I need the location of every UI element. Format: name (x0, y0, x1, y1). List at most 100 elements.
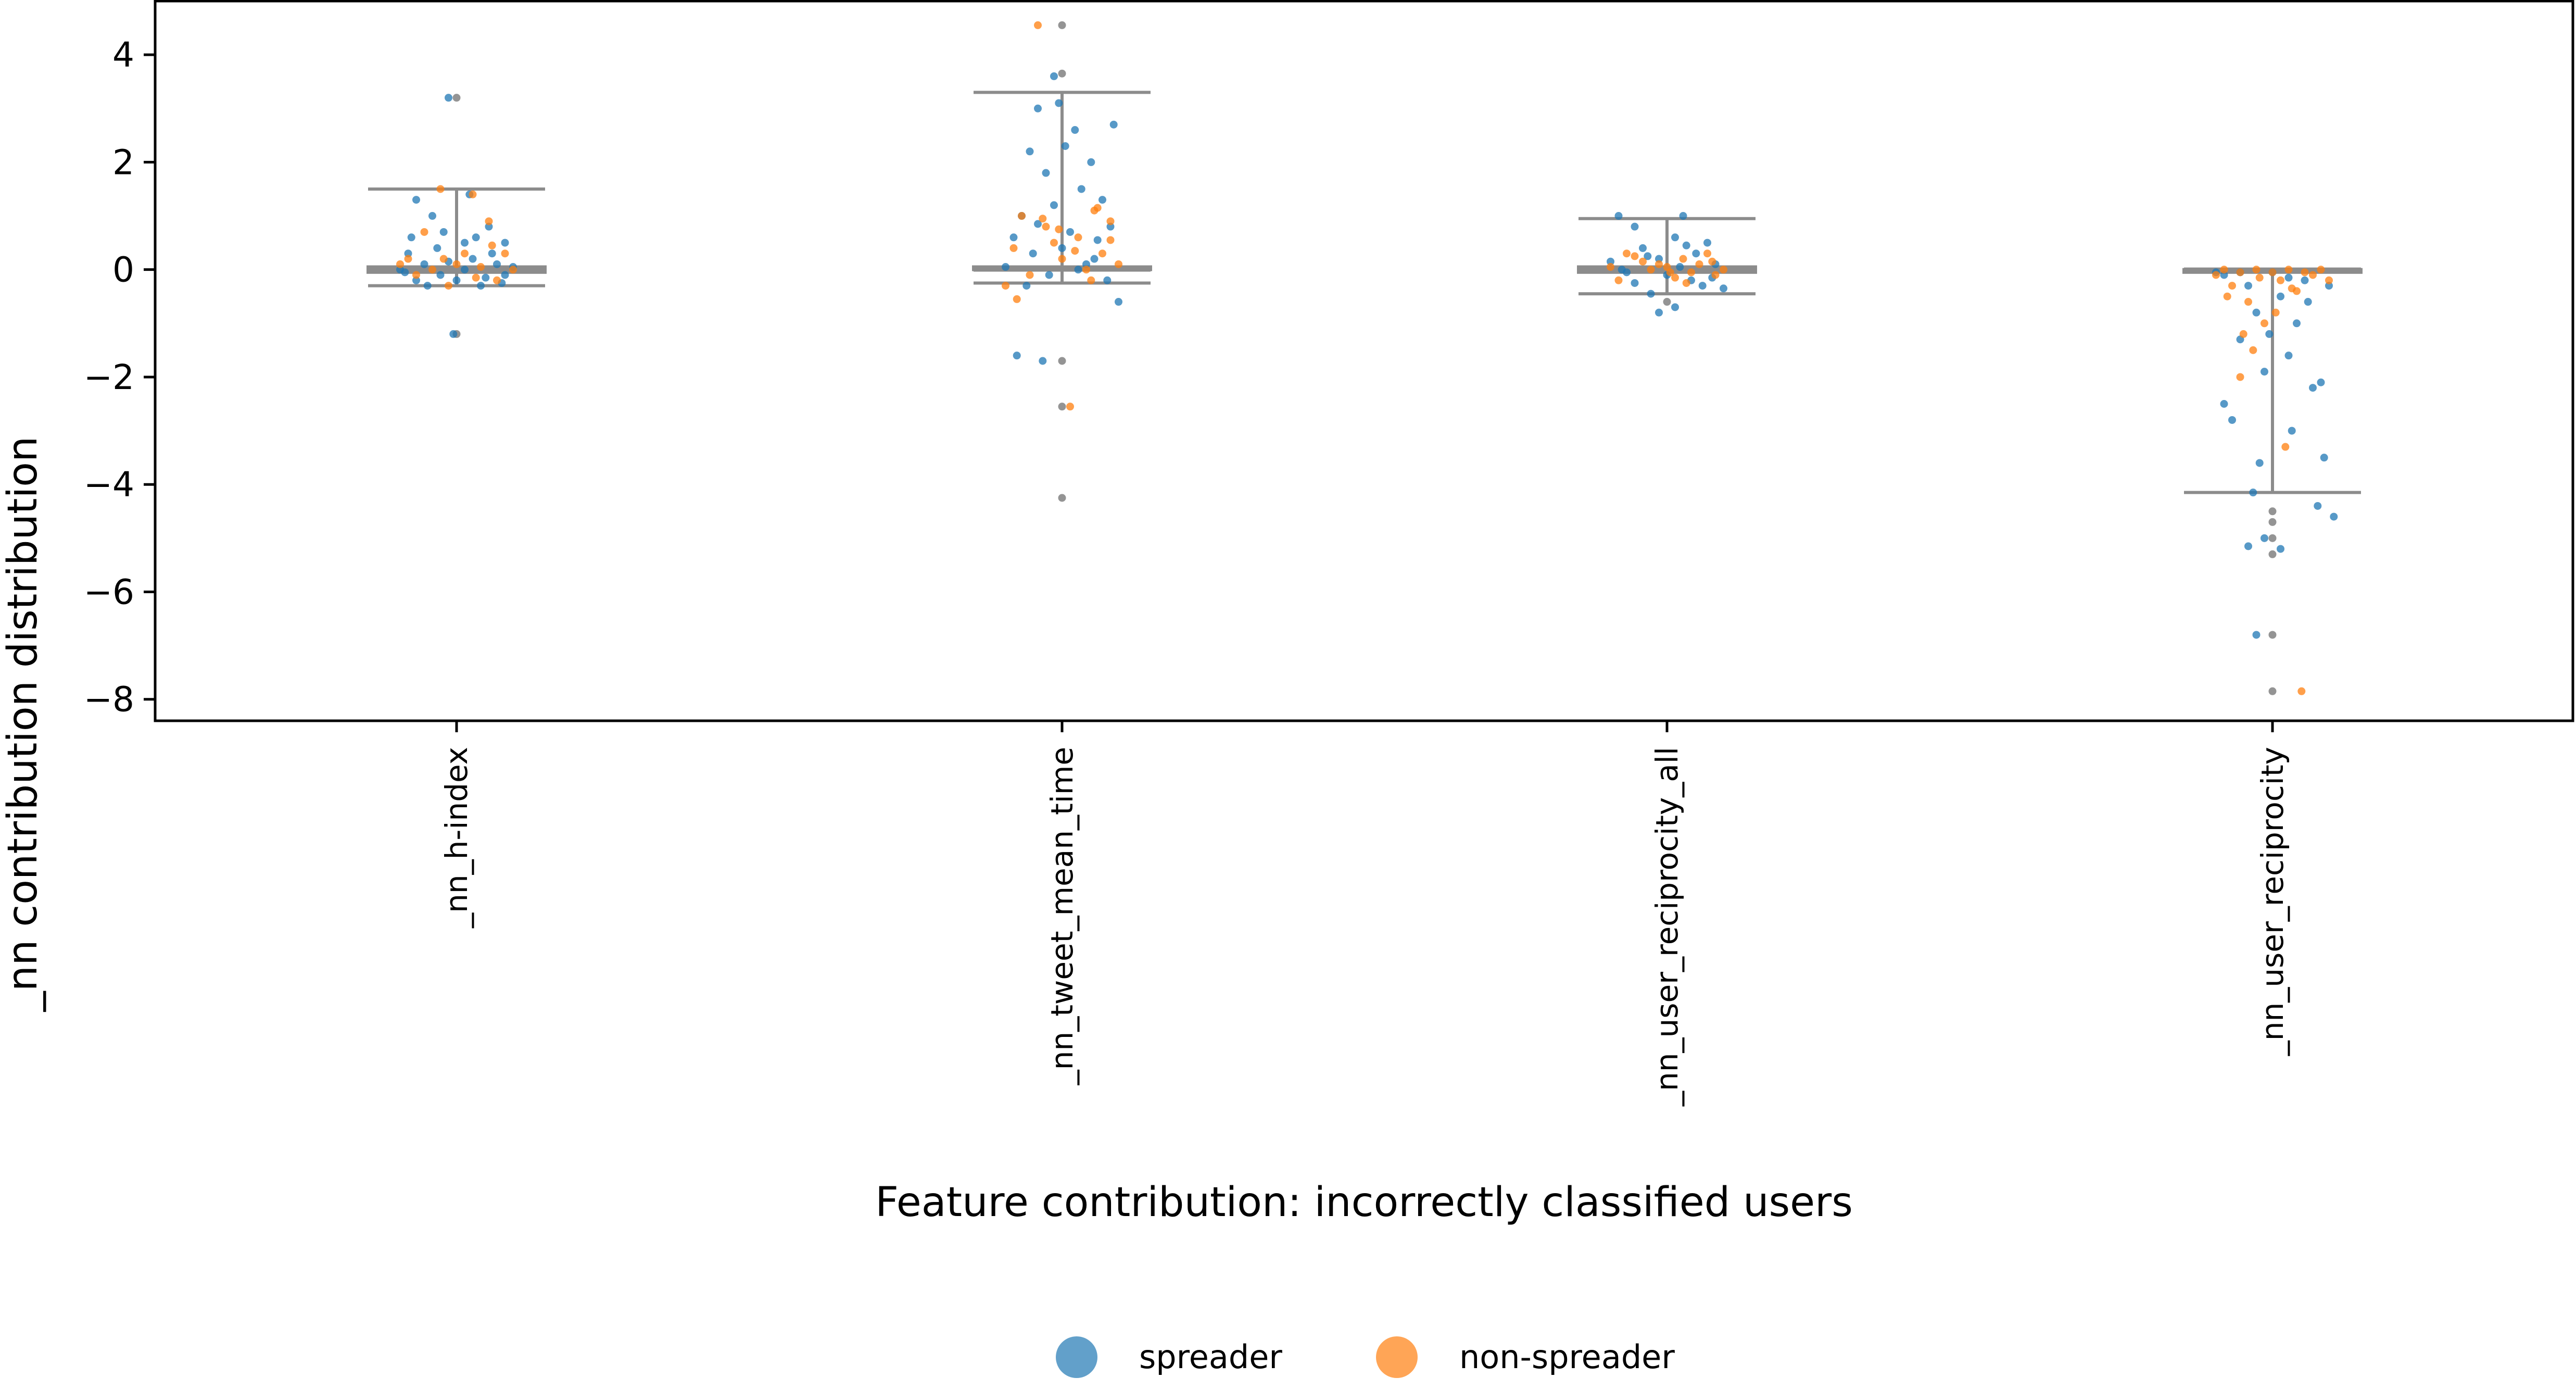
data-point-spreader (1115, 298, 1122, 306)
data-point-non-spreader (2261, 319, 2268, 328)
y-tick-label: −4 (84, 465, 134, 505)
x-tick-label: _nn_h-index (439, 747, 474, 929)
data-point-spreader (1679, 212, 1687, 220)
data-point-non-spreader (2309, 271, 2317, 279)
outlier-point (1058, 494, 1066, 502)
data-point-non-spreader (1055, 225, 1063, 233)
data-point-spreader (1077, 185, 1085, 193)
x-axis-title: Feature contribution: incorrectly classi… (875, 1179, 1853, 1226)
data-point-spreader (2284, 352, 2293, 360)
data-point-spreader (1676, 263, 1684, 271)
data-point-non-spreader (485, 217, 493, 226)
data-point-spreader (485, 222, 493, 231)
data-point-non-spreader (477, 263, 485, 271)
data-point-non-spreader (2317, 266, 2325, 274)
data-point-spreader (1607, 257, 1614, 266)
data-point-spreader (433, 244, 441, 252)
data-point-spreader (452, 276, 461, 284)
data-point-non-spreader (2236, 268, 2244, 277)
data-point-spreader (2244, 282, 2252, 290)
data-point-spreader (1087, 158, 1095, 166)
data-point-spreader (472, 233, 480, 242)
data-point-non-spreader (1042, 222, 1050, 231)
data-point-spreader (2261, 368, 2268, 376)
outlier-point (1663, 298, 1671, 306)
data-point-spreader (401, 268, 409, 277)
data-point-non-spreader (1050, 239, 1058, 247)
data-point-spreader (1022, 282, 1031, 290)
data-point-spreader (412, 276, 420, 284)
outlier-point (452, 94, 461, 102)
legend-marker (1056, 1336, 1097, 1378)
data-point-non-spreader (1671, 273, 1679, 282)
data-point-spreader (1647, 290, 1655, 298)
x-tick-label: _nn_user_reciprocity (2255, 747, 2290, 1056)
data-point-spreader (1692, 249, 1700, 258)
data-point-spreader (1034, 104, 1042, 112)
data-point-spreader (1034, 220, 1042, 228)
data-point-spreader (1703, 239, 1711, 247)
data-point-non-spreader (1009, 244, 1018, 252)
data-point-non-spreader (1666, 268, 1674, 277)
data-point-spreader (1042, 169, 1050, 177)
outlier-point (1058, 403, 1066, 411)
data-point-spreader (2252, 631, 2261, 639)
data-point-spreader (2320, 454, 2328, 462)
data-point-non-spreader (2277, 276, 2284, 284)
data-point-non-spreader (2271, 308, 2280, 317)
data-point-spreader (482, 273, 490, 282)
data-point-non-spreader (1679, 255, 1687, 263)
data-point-non-spreader (439, 255, 448, 263)
data-point-non-spreader (1711, 271, 1720, 279)
data-point-spreader (1045, 271, 1053, 279)
data-point-non-spreader (1087, 276, 1095, 284)
data-point-spreader (1039, 357, 1047, 365)
data-point-non-spreader (1066, 403, 1074, 411)
data-point-non-spreader (404, 255, 412, 263)
data-point-spreader (1106, 222, 1115, 231)
legend: spreader non-spreader (1056, 1336, 1675, 1378)
data-point-spreader (439, 228, 448, 236)
data-point-spreader (2314, 502, 2322, 510)
data-point-non-spreader (1093, 204, 1102, 212)
data-point-non-spreader (428, 266, 436, 274)
data-point-spreader (404, 249, 412, 258)
data-point-spreader (2288, 427, 2296, 435)
data-point-spreader (2255, 459, 2264, 467)
data-point-spreader (2293, 319, 2301, 328)
plot-frame (154, 0, 2574, 722)
data-point-non-spreader (1708, 257, 1716, 266)
outlier-point (1058, 69, 1066, 78)
data-point-spreader (423, 282, 432, 290)
data-point-non-spreader (1703, 249, 1711, 258)
data-point-non-spreader (2228, 282, 2236, 290)
data-point-spreader (1013, 352, 1021, 360)
data-point-spreader (1082, 260, 1090, 268)
data-point-spreader (2317, 378, 2325, 386)
data-point-non-spreader (1034, 21, 1042, 29)
data-point-spreader (2277, 545, 2284, 553)
data-point-non-spreader (396, 260, 404, 268)
data-point-spreader (1623, 268, 1631, 277)
data-point-spreader (1639, 244, 1647, 252)
points-layer (396, 21, 2338, 695)
data-point-spreader (1655, 308, 1663, 317)
data-point-spreader (1050, 72, 1058, 80)
data-point-non-spreader (2236, 373, 2244, 381)
data-point-spreader (1698, 282, 1707, 290)
data-point-spreader (2325, 282, 2333, 290)
data-point-non-spreader (469, 190, 477, 198)
data-point-spreader (2309, 384, 2317, 392)
data-point-non-spreader (2288, 284, 2296, 293)
legend-label: spreader (1139, 1338, 1282, 1376)
data-point-spreader (1614, 212, 1623, 220)
data-point-non-spreader (1720, 266, 1727, 274)
data-point-non-spreader (2301, 268, 2309, 277)
data-point-spreader (477, 282, 485, 290)
data-point-non-spreader (2212, 271, 2220, 279)
outlier-point (2268, 534, 2277, 542)
data-point-non-spreader (2244, 298, 2252, 306)
data-point-spreader (1066, 228, 1074, 236)
x-tick-label: _nn_tweet_mean_time (1044, 747, 1080, 1085)
data-point-non-spreader (1687, 268, 1695, 277)
